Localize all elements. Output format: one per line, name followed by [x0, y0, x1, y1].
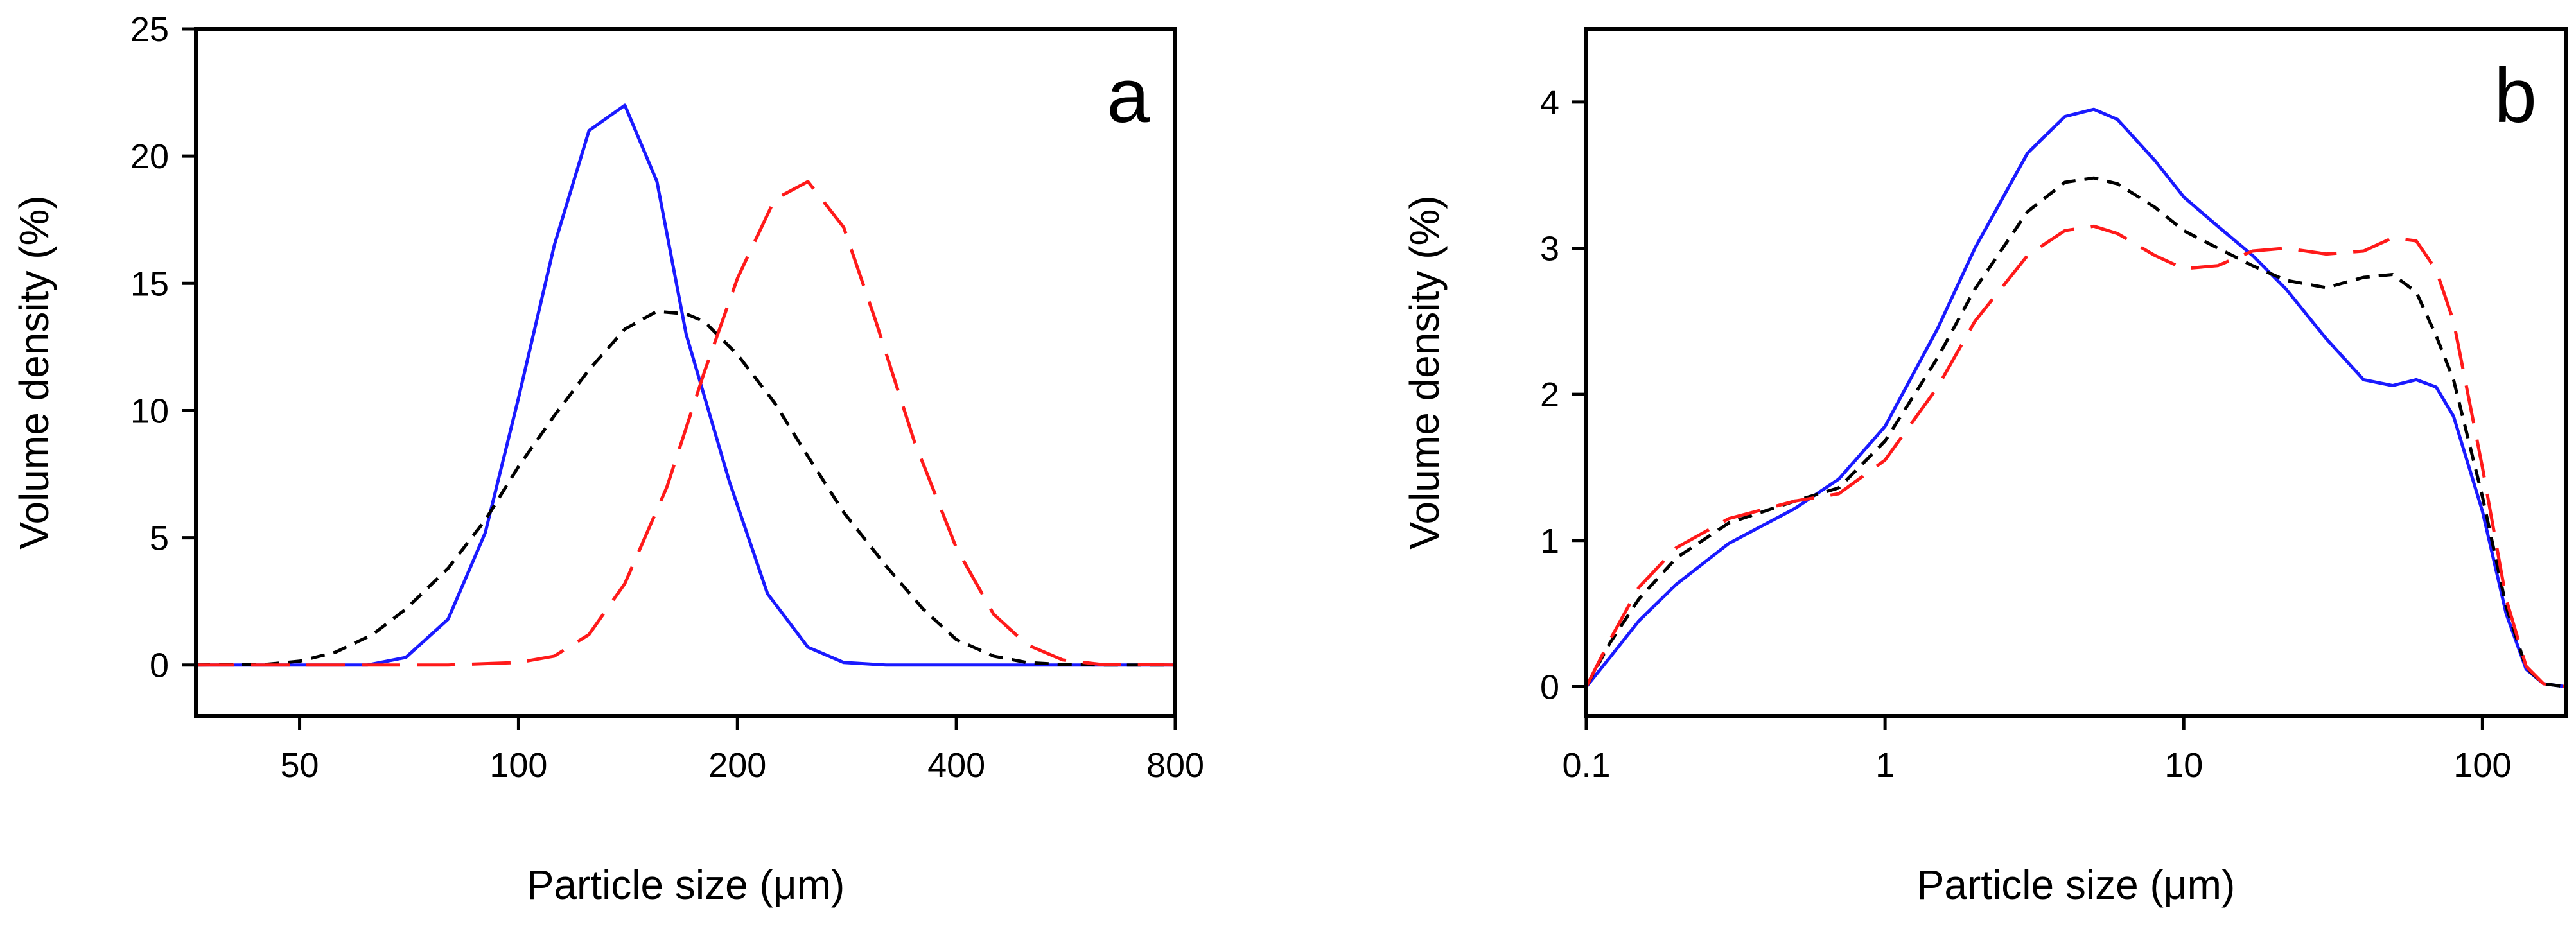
chart-b-series-blue-solid — [1585, 107, 2566, 688]
chart-a-y-tick-label: 15 — [130, 265, 169, 303]
chart-b-y-tick-label: 4 — [1540, 83, 1559, 122]
chart-b-x-tick-label: 10 — [2164, 746, 2203, 785]
chart-b-panel-label: b — [2494, 53, 2537, 139]
chart-a-y-tick-label: 20 — [130, 137, 169, 176]
chart-a-x-tick-label: 400 — [927, 746, 985, 785]
chart-b-x-tick-label: 0.1 — [1562, 746, 1610, 785]
chart-a-x-tick-label: 200 — [708, 746, 766, 785]
chart-a-y-tick-label: 25 — [130, 10, 169, 49]
chart-a-series-blue-solid — [196, 103, 1175, 667]
chart-b-y-tick-label: 2 — [1540, 376, 1559, 414]
chart-b-series-red-long-dash — [1584, 224, 2566, 688]
chart-a-x-tick-label: 50 — [281, 746, 319, 785]
chart-b-x-tick-label: 1 — [1875, 746, 1895, 785]
chart-b-plot-frame — [1584, 27, 2568, 718]
chart-a-plot-frame — [194, 27, 1177, 718]
chart-b-x-tick-label: 100 — [2453, 746, 2511, 785]
chart-b-y-tick-label: 3 — [1540, 229, 1559, 268]
chart-b-y-axis-title: Volume density (%) — [1401, 195, 1448, 549]
chart-b-panel: 0.1 1 10 100 0 1 2 3 4 Particle size (μm) Volume d… — [1401, 27, 2568, 908]
chart-a-y-axis-title: Volume density (%) — [11, 195, 57, 549]
chart-a-series-red-long-dash — [196, 180, 1176, 667]
chart-a-x-axis-title: Particle size (μm) — [527, 862, 845, 908]
chart-a-y-tick-label: 0 — [150, 647, 169, 685]
chart-a-panel: 50 100 200 400 800 0 5 10 15 20 25 Particle size (μ… — [11, 10, 1204, 908]
chart-a-x-tick-label: 800 — [1146, 746, 1204, 785]
chart-b-series-black-short-dash — [1584, 176, 2566, 688]
chart-b-y-tick-label: 0 — [1540, 668, 1559, 706]
chart-a-y-tick-label: 5 — [150, 519, 169, 558]
chart-b-y-tick-label: 1 — [1540, 522, 1559, 561]
chart-b-x-axis-title: Particle size (μm) — [1917, 862, 2236, 908]
chart-a-y-tick-label: 10 — [130, 392, 169, 430]
chart-a-x-tick-label: 100 — [489, 746, 547, 785]
chart-a-panel-label: a — [1107, 53, 1150, 139]
chart-a-series-black-short-dash — [195, 309, 1175, 667]
